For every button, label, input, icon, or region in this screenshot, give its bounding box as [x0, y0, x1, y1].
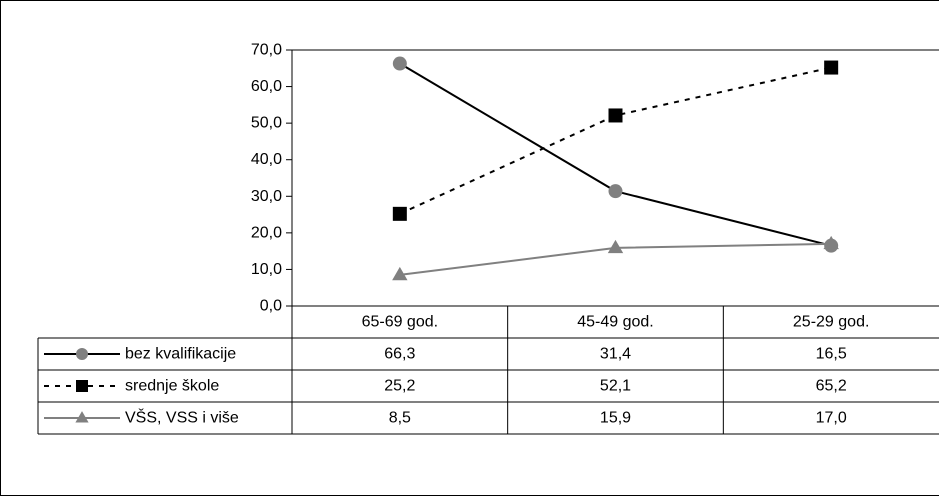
legend-series-name: bez kvalifikacije [125, 346, 236, 363]
table-value-label: 66,3 [384, 346, 415, 363]
y-tick-label: 30,0 [251, 188, 282, 205]
table-value-label: 52,1 [600, 378, 631, 395]
series-marker-3 [392, 266, 408, 281]
table-value-label: 15,9 [600, 410, 631, 427]
table-value-label: 31,4 [600, 346, 631, 363]
table-value-label: 17,0 [816, 410, 847, 427]
y-tick-label: 20,0 [251, 224, 282, 241]
legend-key-marker [76, 380, 88, 392]
legend-series-name: VŠS, VSS i više [125, 408, 239, 427]
y-tick-label: 40,0 [251, 151, 282, 168]
y-tick-label: 70,0 [251, 42, 282, 59]
legend-series-name: srednje škole [125, 378, 219, 395]
series-marker-1 [392, 56, 407, 71]
y-tick-label: 10,0 [251, 261, 282, 278]
series-line-1 [399, 62, 832, 247]
series-marker-2 [392, 206, 407, 221]
y-tick-label: 50,0 [251, 115, 282, 132]
x-category-label: 65-69 god. [362, 314, 439, 331]
series-marker-2 [608, 108, 623, 123]
y-tick-label: 0,0 [260, 298, 282, 315]
x-category-label: 25-29 god. [793, 314, 870, 331]
legend-key-marker [75, 411, 89, 423]
y-tick-label: 60,0 [251, 78, 282, 95]
series-marker-1 [608, 184, 623, 199]
table-value-label: 8,5 [389, 410, 411, 427]
series-marker-3 [823, 235, 839, 250]
series-line-2 [399, 66, 832, 215]
table-value-label: 25,2 [384, 378, 415, 395]
series-marker-3 [607, 239, 624, 254]
legend-key-marker [76, 348, 88, 360]
table-value-label: 16,5 [816, 346, 847, 363]
x-category-label: 45-49 god. [577, 314, 654, 331]
table-value-label: 65,2 [816, 378, 847, 395]
series-marker-2 [824, 60, 839, 75]
